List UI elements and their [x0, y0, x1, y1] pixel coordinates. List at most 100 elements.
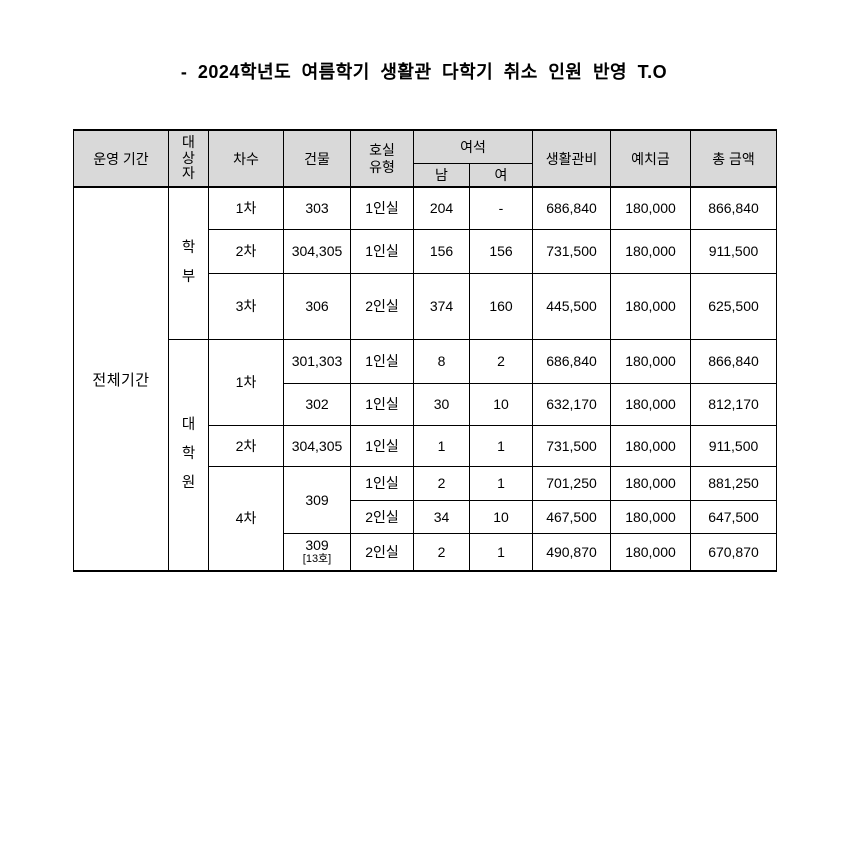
- table-header: 운영 기간 대 상 자 차수 건물 호실 유형 여석 생활관비 예치금 총 금액…: [73, 129, 777, 188]
- cell-building: 303: [283, 186, 351, 230]
- table-row: 3차 306 2인실 374 160 445,500 180,000 625,5…: [74, 272, 777, 340]
- cell-round: 1차: [208, 186, 284, 230]
- cell-female-count: 156: [469, 228, 533, 274]
- cell-deposit: 180,000: [610, 465, 691, 501]
- cell-total: 670,870: [690, 532, 777, 572]
- cell-dorm-fee: 490,870: [532, 532, 611, 572]
- cell-deposit: 180,000: [610, 382, 691, 426]
- cell-building: 302: [283, 382, 351, 426]
- building-note: [13호]: [302, 553, 332, 566]
- cell-total: 881,250: [690, 465, 777, 501]
- cell-male-count: 34: [413, 499, 470, 534]
- cell-dorm-fee: 701,250: [532, 465, 611, 501]
- header-female: 여: [469, 162, 533, 188]
- table-body: 전체기간 학 부 1차 303 1인실 204 - 686,840 180,00…: [73, 186, 777, 572]
- cell-deposit: 180,000: [610, 272, 691, 340]
- cell-period: 전체기간: [73, 186, 169, 572]
- table-row: 4차 309 1인실 2 1 701,250 180,000 881,250: [74, 465, 777, 572]
- cell-dorm-fee: 467,500: [532, 499, 611, 534]
- cell-dorm-fee: 632,170: [532, 382, 611, 426]
- cell-room-type: 2인실: [350, 499, 414, 534]
- cell-male-count: 1: [413, 424, 470, 467]
- cell-dorm-fee: 686,840: [532, 186, 611, 230]
- cell-round: 2차: [208, 228, 284, 274]
- dormitory-to-table: 운영 기간 대 상 자 차수 건물 호실 유형 여석 생활관비 예치금 총 금액…: [73, 129, 777, 572]
- cell-female-count: 1: [469, 424, 533, 467]
- cell-deposit: 180,000: [610, 186, 691, 230]
- cell-male-count: 2: [413, 465, 470, 501]
- cell-female-count: 1: [469, 465, 533, 501]
- cell-target-grad: 대 학 원: [168, 338, 209, 572]
- cell-room-type: 2인실: [350, 532, 414, 572]
- cell-deposit: 180,000: [610, 532, 691, 572]
- table-row: 2차 304,305 1인실 1 1 731,500 180,000 911,5…: [74, 424, 777, 467]
- cell-deposit: 180,000: [610, 228, 691, 274]
- header-row-1: 운영 기간 대 상 자 차수 건물 호실 유형 여석 생활관비 예치금 총 금액: [73, 129, 777, 188]
- cell-dorm-fee: 686,840: [532, 338, 611, 384]
- header-period: 운영 기간: [73, 129, 169, 188]
- cell-deposit: 180,000: [610, 424, 691, 467]
- header-round: 차수: [208, 129, 284, 188]
- cell-total: 866,840: [690, 186, 777, 230]
- header-building: 건물: [283, 129, 351, 188]
- table-row: 전체기간 학 부 1차 303 1인실 204 - 686,840 180,00…: [73, 186, 777, 572]
- cell-round: 4차: [208, 465, 284, 572]
- header-vacancy: 여석: [413, 129, 533, 164]
- cell-building: 309: [283, 465, 351, 534]
- cell-male-count: 374: [413, 272, 470, 340]
- cell-building: 301,303: [283, 338, 351, 384]
- table-row: 2인실 34 10 467,500 180,000 647,500: [74, 499, 777, 534]
- cell-male-count: 30: [413, 382, 470, 426]
- cell-target-undergrad: 학 부: [168, 186, 209, 340]
- cell-male-count: 204: [413, 186, 470, 230]
- cell-building: 304,305: [283, 424, 351, 467]
- cell-building: 309 [13호]: [283, 532, 351, 572]
- cell-total: 812,170: [690, 382, 777, 426]
- header-target: 대 상 자: [168, 129, 209, 188]
- cell-total: 866,840: [690, 338, 777, 384]
- header-dorm-fee: 생활관비: [532, 129, 611, 188]
- cell-room-type: 1인실: [350, 186, 414, 230]
- document-title: - 2024학년도 여름학기 생활관 다학기 취소 인원 반영 T.O: [180, 62, 668, 82]
- cell-female-count: 10: [469, 382, 533, 426]
- table-row: 302 1인실 30 10 632,170 180,000 812,170: [74, 382, 777, 426]
- table-row: 2차 304,305 1인실 156 156 731,500 180,000 9…: [74, 228, 777, 274]
- cell-female-count: 1: [469, 532, 533, 572]
- cell-building: 304,305: [283, 228, 351, 274]
- cell-room-type: 1인실: [350, 382, 414, 426]
- header-deposit: 예치금: [610, 129, 691, 188]
- cell-round: 1차: [208, 338, 284, 426]
- cell-female-count: -: [469, 186, 533, 230]
- cell-room-type: 1인실: [350, 424, 414, 467]
- cell-deposit: 180,000: [610, 338, 691, 384]
- cell-total: 911,500: [690, 424, 777, 467]
- header-male: 남: [413, 162, 470, 188]
- cell-male-count: 8: [413, 338, 470, 384]
- cell-dorm-fee: 445,500: [532, 272, 611, 340]
- table-row: 309 [13호] 2인실 2 1 490,870 180,000 670,87…: [74, 532, 777, 572]
- cell-deposit: 180,000: [610, 499, 691, 534]
- cell-male-count: 156: [413, 228, 470, 274]
- cell-female-count: 10: [469, 499, 533, 534]
- cell-room-type: 1인실: [350, 465, 414, 501]
- cell-room-type: 2인실: [350, 272, 414, 340]
- header-total: 총 금액: [690, 129, 777, 188]
- cell-round: 3차: [208, 272, 284, 340]
- header-row-2: 남 여: [74, 162, 777, 188]
- cell-female-count: 160: [469, 272, 533, 340]
- cell-total: 647,500: [690, 499, 777, 534]
- cell-room-type: 1인실: [350, 338, 414, 384]
- cell-room-type: 1인실: [350, 228, 414, 274]
- cell-dorm-fee: 731,500: [532, 228, 611, 274]
- table-row: 대 학 원 1차 301,303 1인실 8 2 686,840 180,000…: [74, 338, 777, 572]
- header-room-type: 호실 유형: [350, 129, 414, 188]
- cell-building: 306: [283, 272, 351, 340]
- cell-round: 2차: [208, 424, 284, 467]
- building-number: 309: [305, 537, 329, 554]
- cell-dorm-fee: 731,500: [532, 424, 611, 467]
- cell-total: 911,500: [690, 228, 777, 274]
- cell-female-count: 2: [469, 338, 533, 384]
- cell-male-count: 2: [413, 532, 470, 572]
- cell-total: 625,500: [690, 272, 777, 340]
